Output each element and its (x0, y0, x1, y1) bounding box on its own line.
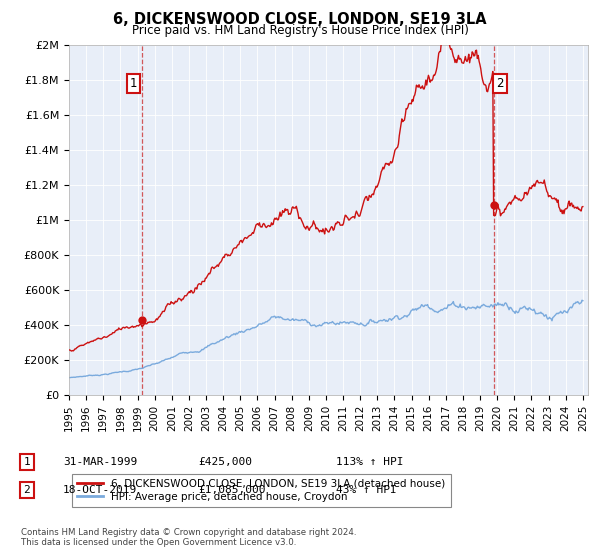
Text: 2: 2 (23, 485, 31, 495)
Text: 18-OCT-2019: 18-OCT-2019 (63, 485, 137, 495)
Text: 2: 2 (496, 77, 503, 90)
Text: 6, DICKENSWOOD CLOSE, LONDON, SE19 3LA: 6, DICKENSWOOD CLOSE, LONDON, SE19 3LA (113, 12, 487, 27)
Text: 31-MAR-1999: 31-MAR-1999 (63, 457, 137, 467)
Text: 113% ↑ HPI: 113% ↑ HPI (336, 457, 404, 467)
Text: £1,085,000: £1,085,000 (198, 485, 265, 495)
Text: 43% ↑ HPI: 43% ↑ HPI (336, 485, 397, 495)
Text: 1: 1 (130, 77, 137, 90)
Text: £425,000: £425,000 (198, 457, 252, 467)
Text: Price paid vs. HM Land Registry's House Price Index (HPI): Price paid vs. HM Land Registry's House … (131, 24, 469, 36)
Legend: 6, DICKENSWOOD CLOSE, LONDON, SE19 3LA (detached house), HPI: Average price, det: 6, DICKENSWOOD CLOSE, LONDON, SE19 3LA (… (71, 474, 451, 507)
Text: Contains HM Land Registry data © Crown copyright and database right 2024.
This d: Contains HM Land Registry data © Crown c… (21, 528, 356, 547)
Text: 1: 1 (23, 457, 31, 467)
